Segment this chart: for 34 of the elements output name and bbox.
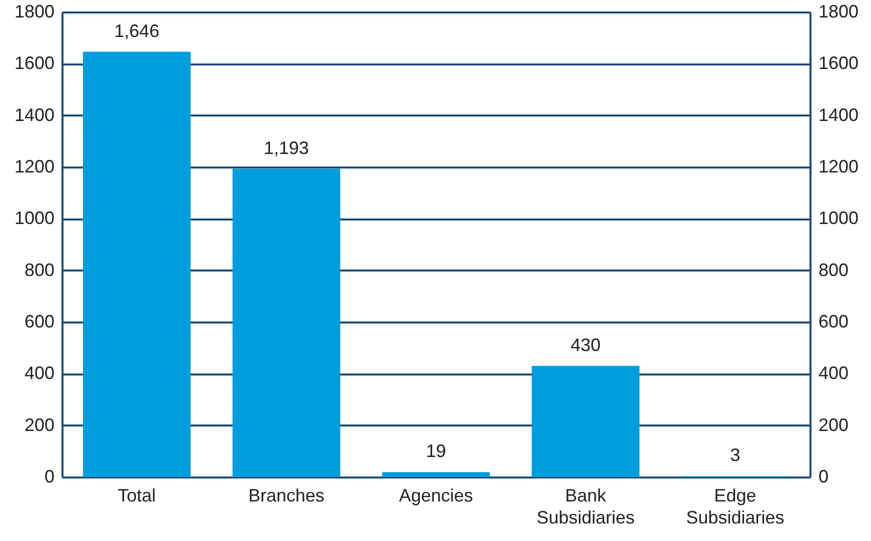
x-tick-label: Edge Subsidiaries xyxy=(686,486,784,528)
y2-tick-label: 1000 xyxy=(818,208,859,228)
y-tick-label: 0 xyxy=(44,466,54,486)
y2-tick-label: 0 xyxy=(818,466,829,486)
y2-tick-label: 1400 xyxy=(818,104,859,125)
data-label: 430 xyxy=(570,334,601,355)
y-tick-label: 1800 xyxy=(14,2,54,22)
data-label: 19 xyxy=(426,441,446,462)
bar xyxy=(382,472,490,477)
y2-tick-label: 600 xyxy=(818,312,849,332)
x-tick-label: Total xyxy=(118,486,156,506)
bar xyxy=(82,52,191,477)
bar xyxy=(232,168,340,477)
y-tick-label: 1600 xyxy=(14,53,54,74)
data-label: 3 xyxy=(730,445,740,466)
x-tick-label: Agencies xyxy=(398,486,474,506)
data-label: 1,193 xyxy=(264,138,309,158)
y-tick-label: 400 xyxy=(24,363,54,384)
y2-tick-label: 1800 xyxy=(818,2,859,22)
y2-tick-label: 800 xyxy=(818,260,849,280)
y-tick-label: 800 xyxy=(24,260,54,280)
y-tick-label: 1400 xyxy=(14,104,54,125)
y2-tick-label: 1600 xyxy=(818,53,859,74)
y2-tick-label: 1200 xyxy=(818,156,859,176)
x-tick-label: Bank Subsidiaries xyxy=(536,486,635,528)
data-label: 1,646 xyxy=(114,20,160,41)
y-tick-label: 1200 xyxy=(14,156,54,176)
bar xyxy=(532,366,640,477)
y-tick-label: 200 xyxy=(24,414,54,435)
y-tick-label: 1000 xyxy=(14,208,54,228)
y2-tick-label: 400 xyxy=(818,363,849,384)
x-tick-label: Branches xyxy=(248,486,324,506)
y-tick-label: 600 xyxy=(24,312,54,332)
y2-tick-label: 200 xyxy=(818,414,849,435)
